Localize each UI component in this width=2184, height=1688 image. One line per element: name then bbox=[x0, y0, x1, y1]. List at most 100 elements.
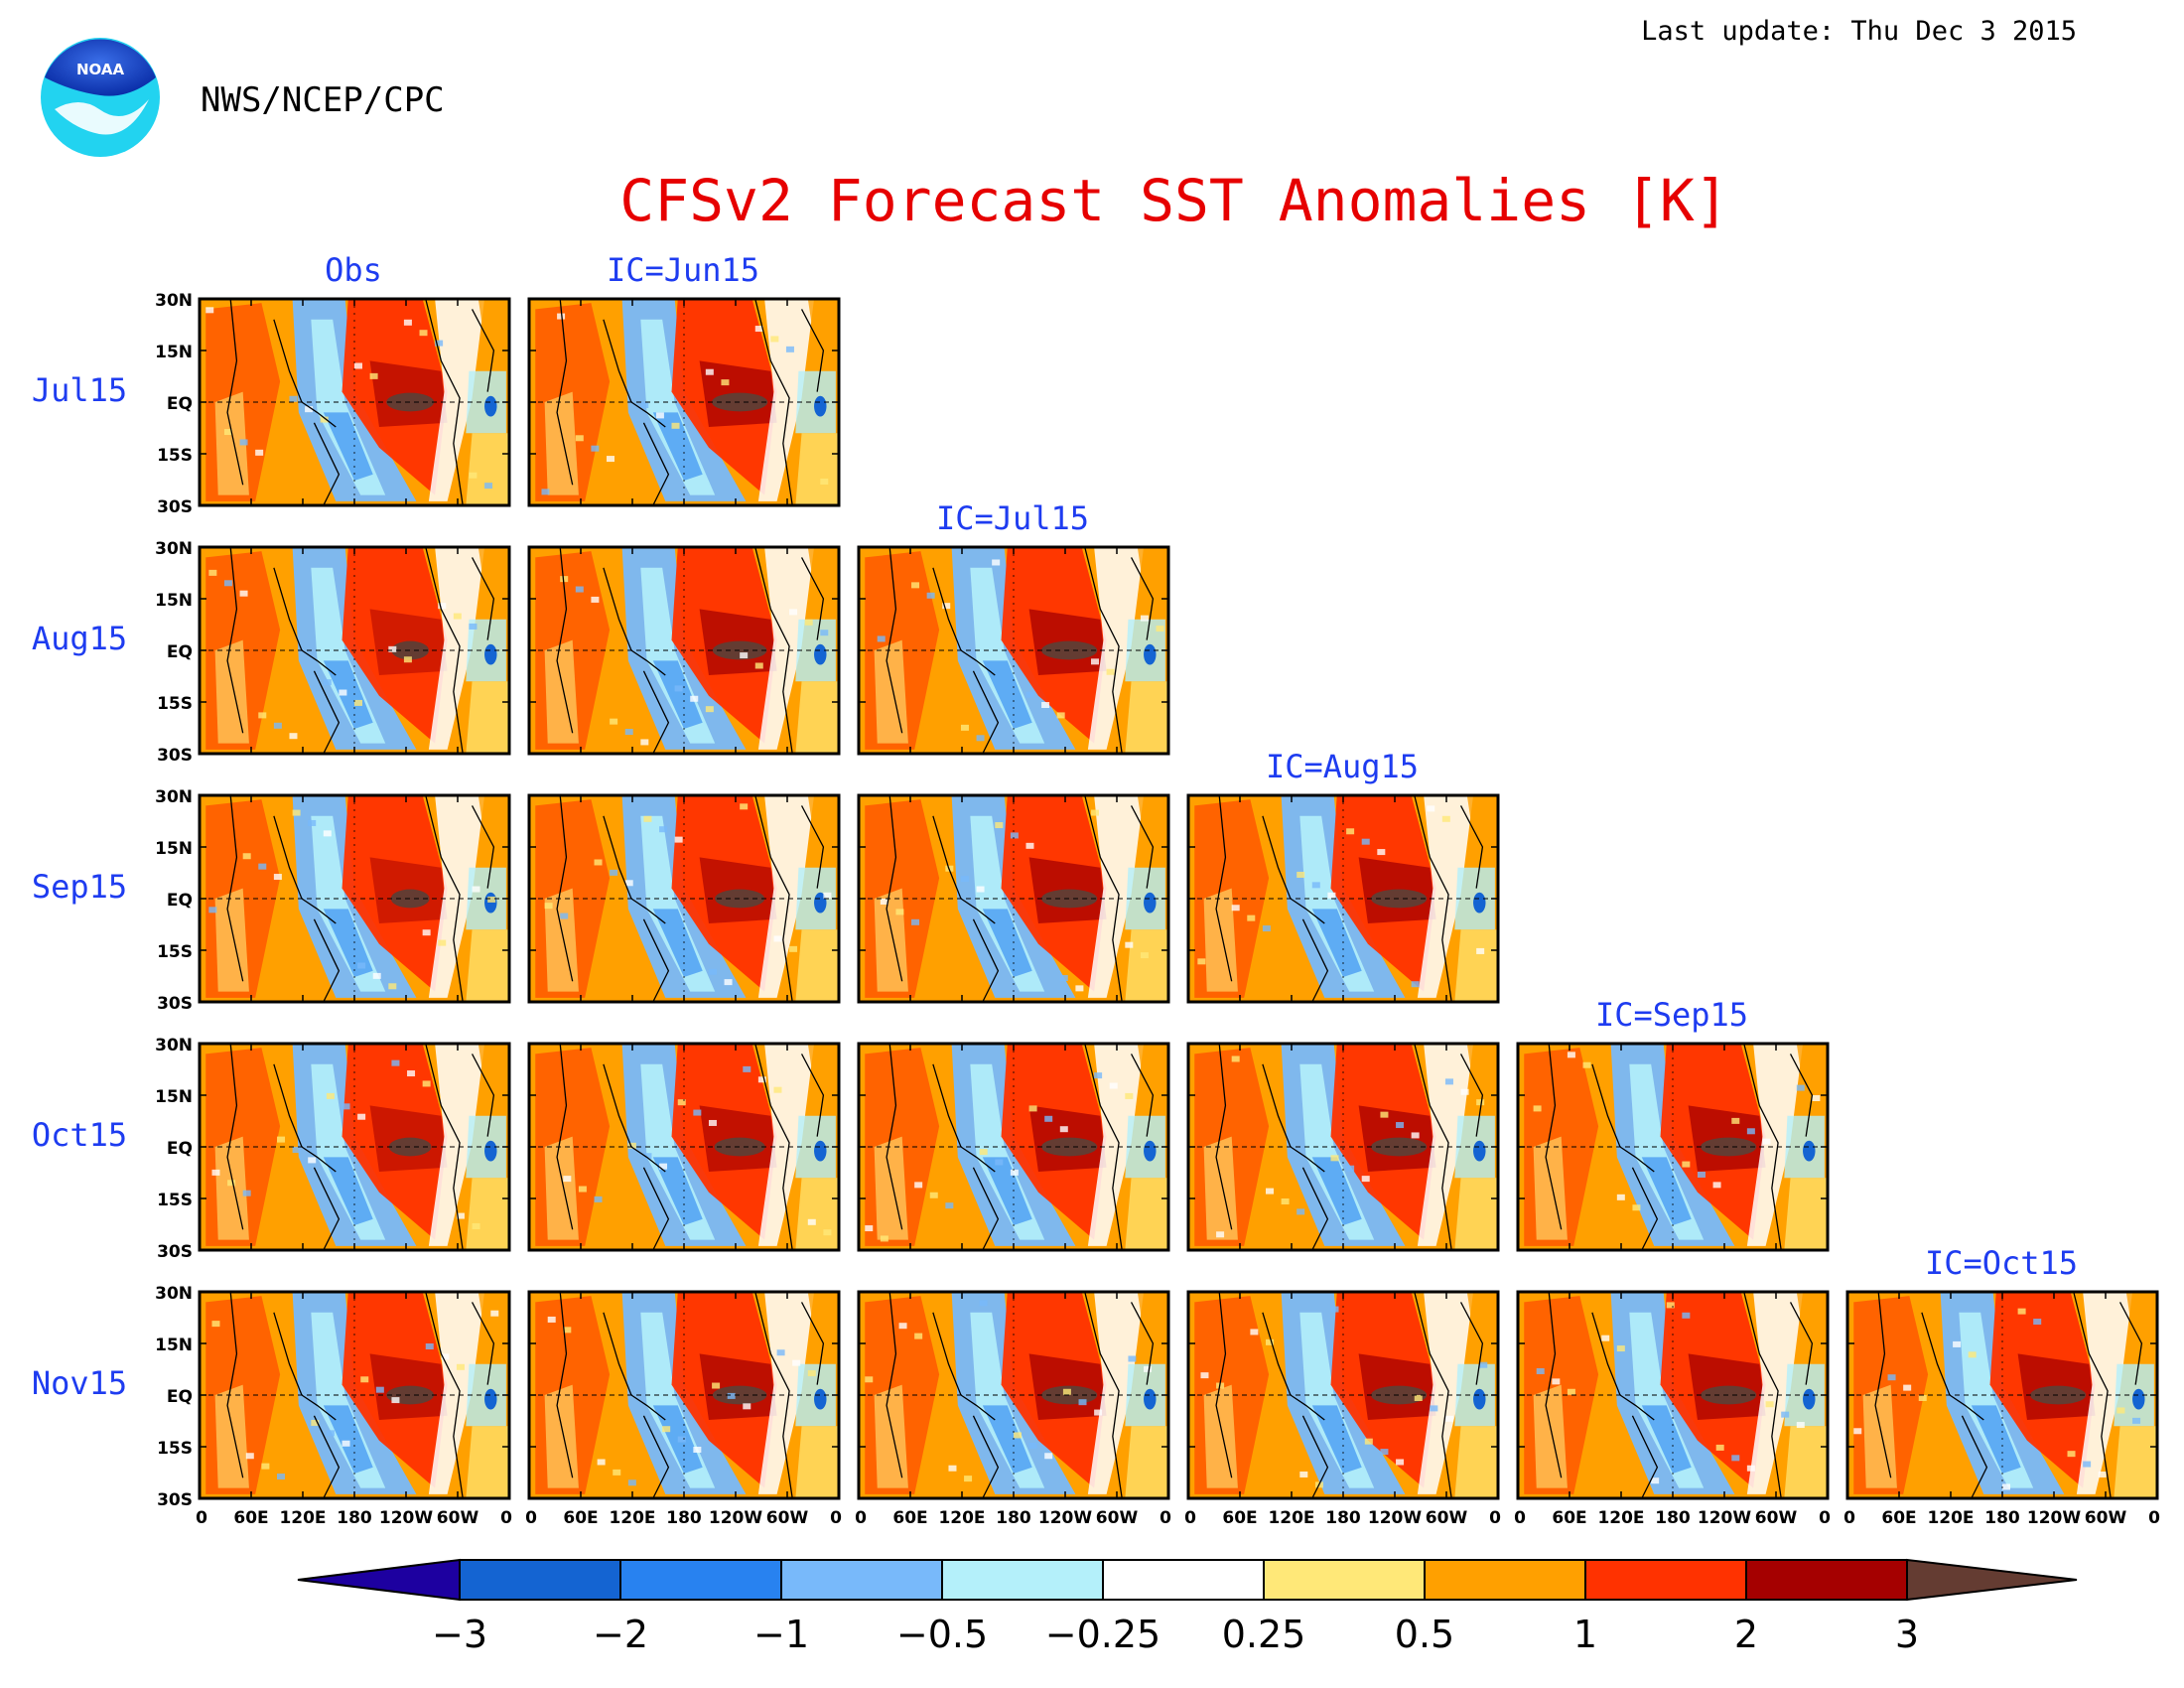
colorbar-tick-label: 1 bbox=[1573, 1613, 1597, 1656]
colorbar-arrow-high bbox=[1906, 1558, 2078, 1602]
lon-tick-label: 0 bbox=[1160, 1508, 1171, 1528]
lon-tick-label: 120W bbox=[2027, 1508, 2081, 1528]
colorbar-segment bbox=[941, 1559, 1104, 1601]
lon-tick-label: 120E bbox=[279, 1508, 326, 1528]
lat-tick-label: 30N bbox=[155, 1036, 193, 1055]
map-panel bbox=[1516, 1042, 1830, 1252]
colorbar-tick-label: −3 bbox=[432, 1613, 487, 1656]
lat-tick-label: 30N bbox=[155, 1284, 193, 1304]
lon-tick-label: 60W bbox=[1096, 1508, 1139, 1528]
lon-tick-label: 120W bbox=[1698, 1508, 1751, 1528]
lon-tick-label: 180 bbox=[996, 1508, 1031, 1528]
lat-tick-label: EQ bbox=[167, 1387, 193, 1407]
lon-tick-label: 0 bbox=[196, 1508, 207, 1528]
lon-tick-label: 0 bbox=[500, 1508, 512, 1528]
lon-tick-label: 0 bbox=[1843, 1508, 1855, 1528]
lon-tick-label: 60E bbox=[1222, 1508, 1257, 1528]
map-panel bbox=[198, 297, 511, 507]
map-panel bbox=[198, 545, 511, 756]
map-panel bbox=[198, 793, 511, 1004]
map-panel bbox=[1845, 1290, 2159, 1500]
lon-tick-label: 60E bbox=[563, 1508, 598, 1528]
lon-tick-label: 0 bbox=[855, 1508, 867, 1528]
map-panel bbox=[1186, 1042, 1500, 1252]
colorbar-segment bbox=[619, 1559, 782, 1601]
lat-tick-label: 30S bbox=[157, 497, 193, 517]
map-panel bbox=[198, 1290, 511, 1500]
lat-tick-label: 15N bbox=[155, 1087, 193, 1107]
lon-tick-label: 180 bbox=[1325, 1508, 1361, 1528]
map-panel bbox=[527, 545, 841, 756]
lat-tick-label: 30N bbox=[155, 539, 193, 559]
colorbar-tick-label: −2 bbox=[593, 1613, 648, 1656]
colorbar: −3 −2 −1 −0.5 −0.25 0.25 0.5 1 2 3 bbox=[297, 1558, 2078, 1656]
lon-tick-label: 180 bbox=[666, 1508, 702, 1528]
map-panel bbox=[527, 1290, 841, 1500]
lat-tick-label: EQ bbox=[167, 891, 193, 911]
lon-tick-label: 60E bbox=[233, 1508, 268, 1528]
lat-tick-label: EQ bbox=[167, 1139, 193, 1159]
column-header: IC=Jul15 bbox=[936, 499, 1089, 537]
colorbar-segment bbox=[780, 1559, 943, 1601]
lon-tick-label: 120W bbox=[379, 1508, 433, 1528]
lon-tick-label: 180 bbox=[1984, 1508, 2020, 1528]
lat-tick-label: 30S bbox=[157, 746, 193, 766]
map-panel bbox=[527, 297, 841, 507]
lon-tick-label: 60W bbox=[1426, 1508, 1468, 1528]
column-header: Obs bbox=[325, 251, 382, 289]
colorbar-tick-label: 0.5 bbox=[1395, 1613, 1454, 1656]
lat-tick-label: 15N bbox=[155, 1336, 193, 1355]
lat-tick-label: 15S bbox=[157, 942, 193, 962]
lat-tick-label: 30S bbox=[157, 994, 193, 1014]
row-label: Sep15 bbox=[32, 868, 127, 906]
row-label: Aug15 bbox=[32, 620, 127, 657]
lat-tick-label: 30S bbox=[157, 1242, 193, 1262]
map-panel bbox=[527, 1042, 841, 1252]
colorbar-tick-label: −0.5 bbox=[896, 1613, 988, 1656]
lon-tick-label: 180 bbox=[1655, 1508, 1691, 1528]
lat-tick-label: 15S bbox=[157, 446, 193, 466]
agency-label: NWS/NCEP/CPC bbox=[201, 80, 445, 120]
column-header: IC=Sep15 bbox=[1595, 996, 1748, 1034]
lon-tick-label: 0 bbox=[2148, 1508, 2160, 1528]
lat-tick-label: EQ bbox=[167, 394, 193, 414]
colorbar-tick-label: −1 bbox=[753, 1613, 809, 1656]
lon-tick-label: 0 bbox=[1514, 1508, 1526, 1528]
map-panel bbox=[198, 1042, 511, 1252]
row-label: Nov15 bbox=[32, 1364, 127, 1402]
lon-tick-label: 120E bbox=[1927, 1508, 1974, 1528]
last-update-label: Last update: Thu Dec 3 2015 bbox=[1641, 16, 2077, 47]
column-header: IC=Jun15 bbox=[607, 251, 759, 289]
map-panel bbox=[1516, 1290, 1830, 1500]
row-label: Oct15 bbox=[32, 1116, 127, 1154]
lon-tick-label: 60E bbox=[1881, 1508, 1916, 1528]
lon-tick-label: 120W bbox=[709, 1508, 762, 1528]
colorbar-tick-label: 3 bbox=[1895, 1613, 1919, 1656]
lat-tick-label: EQ bbox=[167, 642, 193, 662]
figure-title: CFSv2 Forecast SST Anomalies [K] bbox=[619, 167, 1728, 234]
colorbar-tick-label: −0.25 bbox=[1045, 1613, 1160, 1656]
lat-tick-label: 30N bbox=[155, 787, 193, 807]
lon-tick-label: 60W bbox=[766, 1508, 809, 1528]
lat-tick-label: 15N bbox=[155, 343, 193, 362]
map-panel bbox=[857, 793, 1170, 1004]
lon-tick-label: 120E bbox=[609, 1508, 655, 1528]
lat-tick-label: 15N bbox=[155, 839, 193, 859]
lon-tick-label: 180 bbox=[337, 1508, 372, 1528]
lat-tick-label: 15S bbox=[157, 1191, 193, 1210]
map-panel bbox=[1186, 793, 1500, 1004]
lat-tick-label: 15N bbox=[155, 591, 193, 611]
column-header: IC=Oct15 bbox=[1925, 1244, 2078, 1282]
map-panel bbox=[857, 545, 1170, 756]
map-panel bbox=[1186, 1290, 1500, 1500]
colorbar-tick-label: 0.25 bbox=[1222, 1613, 1306, 1656]
map-panel bbox=[857, 1042, 1170, 1252]
panel-grid: Obs IC=Jun15 IC=Jul15 IC=Aug15 IC=Sep15 IC=Oc… bbox=[32, 251, 2160, 1528]
lat-tick-label: 30S bbox=[157, 1490, 193, 1510]
row-label: Jul15 bbox=[32, 371, 127, 409]
colorbar-segment bbox=[1263, 1559, 1426, 1601]
colorbar-segment bbox=[459, 1559, 621, 1601]
lon-tick-label: 120W bbox=[1368, 1508, 1422, 1528]
lon-tick-label: 60E bbox=[1552, 1508, 1586, 1528]
